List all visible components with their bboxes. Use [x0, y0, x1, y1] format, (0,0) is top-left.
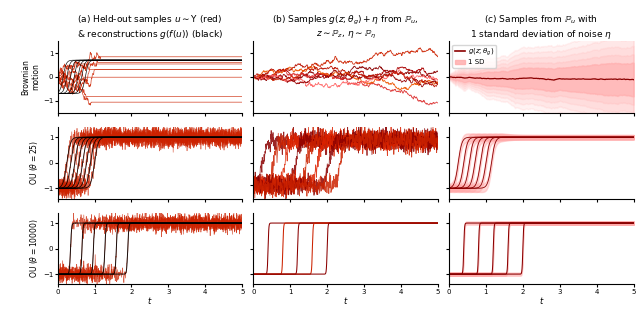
Y-axis label: OU ($\theta = 10000$): OU ($\theta = 10000$): [28, 219, 40, 278]
Title: (b) Samples $g(z;\theta_g) + \eta$ from $\mathbb{P}_u$,
$z \sim \mathbb{P}_z$, $: (b) Samples $g(z;\theta_g) + \eta$ from …: [272, 14, 419, 41]
Y-axis label: OU ($\theta = 25$): OU ($\theta = 25$): [28, 140, 40, 185]
Title: (c) Samples from $\mathbb{P}_u$ with
1 standard deviation of noise $\eta$: (c) Samples from $\mathbb{P}_u$ with 1 s…: [470, 13, 612, 41]
X-axis label: $t$: $t$: [147, 295, 153, 306]
X-axis label: $t$: $t$: [343, 295, 348, 306]
Title: (a) Held-out samples $u \sim \Upsilon$ (red)
& reconstructions $g(f(u))$ (black): (a) Held-out samples $u \sim \Upsilon$ (…: [77, 13, 223, 41]
X-axis label: $t$: $t$: [538, 295, 544, 306]
Y-axis label: Brownian
motion: Brownian motion: [21, 59, 40, 95]
Legend: $g(z;\theta_g)$, 1 SD: $g(z;\theta_g)$, 1 SD: [452, 45, 496, 68]
